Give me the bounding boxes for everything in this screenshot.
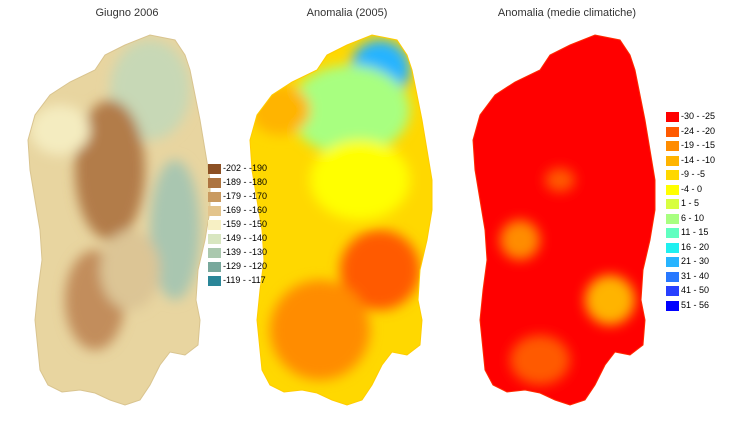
climatiche-legend-label: -4 - 0 — [681, 183, 703, 194]
climatiche-legend-label: 11 - 15 — [681, 227, 709, 237]
giugno-legend-swatch — [208, 262, 221, 272]
climatiche-legend-swatch — [666, 141, 679, 151]
climatiche-legend-label: -30 - -25 — [681, 111, 716, 121]
giugno-legend-swatch — [208, 206, 221, 216]
climatiche-legend-swatch — [666, 155, 679, 166]
giugno-legend-label: -202 - -190 — [223, 163, 268, 173]
climatiche-legend-swatch — [666, 170, 679, 180]
climatiche-legend-label: 21 - 30 — [681, 256, 710, 266]
climatiche-legend-label: 1 - 5 — [681, 198, 700, 208]
giugno-legend-label: -149 - -140 — [223, 233, 268, 243]
climatiche-legend-swatch — [666, 213, 679, 224]
climatiche-legend-swatch — [666, 126, 679, 137]
giugno-legend-label: -129 - -120 — [223, 261, 268, 271]
map-giugno-2006 — [27, 34, 211, 406]
climatiche-legend-swatch — [666, 257, 679, 267]
climatiche-legend-label: 41 - 50 — [681, 285, 710, 295]
giugno-legend-label: -139 - -130 — [223, 247, 268, 257]
climatiche-legend-swatch — [666, 271, 679, 282]
climatiche-legend-label: -9 - -5 — [681, 169, 706, 179]
climatiche-legend-label: 6 - 10 — [681, 212, 705, 223]
panel-title-giugno-2006: Giugno 2006 — [95, 7, 159, 19]
giugno-legend-swatch — [208, 164, 221, 174]
climatiche-legend-label: -19 - -15 — [681, 140, 716, 150]
climatiche-legend-swatch — [666, 184, 679, 195]
giugno-legend-swatch — [208, 178, 221, 188]
giugno-legend-label: -169 - -160 — [223, 205, 268, 215]
climatiche-legend-label: 51 - 56 — [681, 299, 710, 310]
climatiche-legend-swatch — [666, 112, 679, 122]
giugno-legend-label: -159 - -150 — [223, 219, 268, 229]
climatiche-legend-label: -24 - -20 — [681, 125, 716, 136]
giugno-legend-swatch — [208, 220, 221, 230]
climatiche-legend-swatch — [666, 300, 679, 311]
giugno-legend-swatch — [208, 248, 221, 258]
climatiche-legend-swatch — [666, 199, 679, 209]
giugno-legend-label: -179 - -170 — [223, 191, 268, 201]
giugno-legend-swatch — [208, 234, 221, 244]
legend-giugno-2006: -202 - -190 -189 - -180 -179 - -170 -169 - … — [208, 163, 278, 294]
giugno-legend-swatch — [208, 192, 221, 202]
climatiche-legend-label: -14 - -10 — [681, 154, 716, 165]
climatiche-legend-swatch — [666, 286, 679, 296]
climatiche-legend-label: 31 - 40 — [681, 270, 710, 281]
climatiche-legend-swatch — [666, 242, 679, 253]
giugno-legend-swatch — [208, 276, 221, 286]
climatiche-legend-swatch — [666, 228, 679, 238]
panel-title-anomalia-medie-climatiche: Anomalia (medie climatiche) — [497, 7, 637, 19]
legend-anomalia-medie-climatiche: -30 - -25 -24 - -20 -19 - -15 -14 - -10 -9 -… — [666, 111, 730, 322]
climatiche-legend-label: 16 - 20 — [681, 241, 710, 252]
map-anomalia-2005 — [249, 34, 433, 406]
giugno-legend-label: -189 - -180 — [223, 177, 268, 187]
map-anomalia-medie-climatiche — [472, 34, 656, 406]
panel-title-anomalia-2005: Anomalia (2005) — [306, 7, 388, 19]
giugno-legend-label: -119 - -117 — [223, 275, 266, 285]
